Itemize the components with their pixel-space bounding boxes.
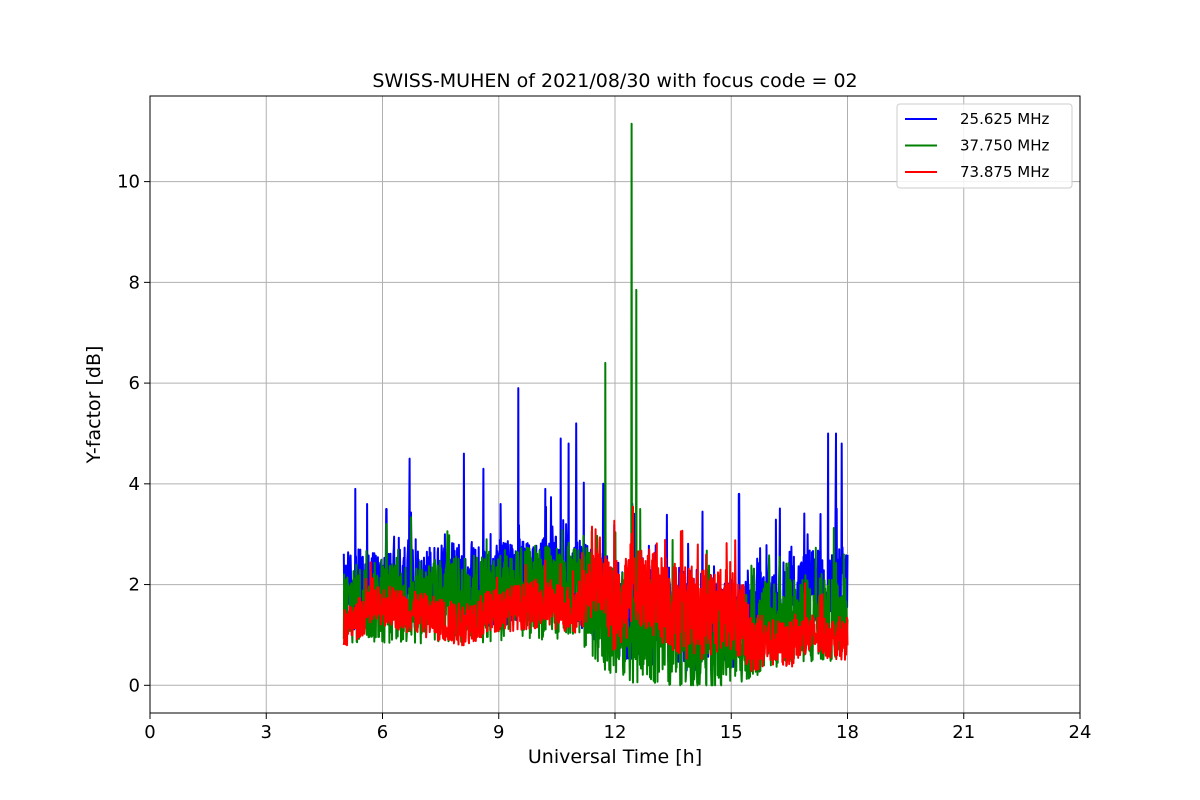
y-tick-label: 10 xyxy=(117,172,140,193)
legend-box xyxy=(896,103,1073,189)
series-line-3 xyxy=(342,505,849,673)
x-axis-title: Universal Time [h] xyxy=(528,746,702,768)
y-axis-title: Y-factor [dB] xyxy=(83,346,105,465)
x-tick-label: 12 xyxy=(604,722,627,743)
x-tick-label: 15 xyxy=(720,722,743,743)
x-tick-label: 3 xyxy=(261,722,272,743)
plot-series xyxy=(342,122,849,687)
legend-label: 25.625 MHz xyxy=(960,110,1049,128)
x-tick-label: 24 xyxy=(1069,722,1092,743)
x-tick-label: 0 xyxy=(144,722,155,743)
x-tick-label: 21 xyxy=(952,722,975,743)
y-tick-label: 8 xyxy=(129,272,140,293)
y-tick-label: 4 xyxy=(129,474,140,495)
legend-label: 37.750 MHz xyxy=(960,137,1049,155)
x-tick-label: 18 xyxy=(836,722,859,743)
legend-label: 73.875 MHz xyxy=(960,163,1049,181)
x-tick-label: 6 xyxy=(377,722,388,743)
x-tick-label: 9 xyxy=(493,722,504,743)
y-tick-label: 2 xyxy=(129,575,140,596)
legend: 25.625 MHz 37.750 MHz 73.875 MHz xyxy=(896,103,1073,189)
y-tick-label: 6 xyxy=(129,373,140,394)
y-tick-label: 0 xyxy=(129,675,140,696)
chart-title: SWISS-MUHEN of 2021/08/30 with focus cod… xyxy=(372,70,857,92)
